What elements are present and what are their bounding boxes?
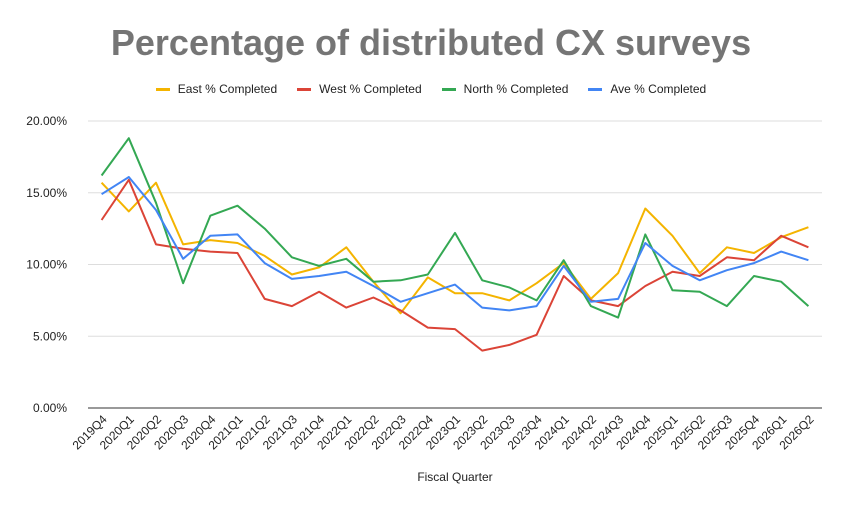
legend-swatch-west	[297, 87, 312, 91]
legend-item-east[interactable]: East % Completed	[155, 82, 278, 96]
y-tick-label: 10.00%	[26, 258, 67, 272]
x-axis-ticks: 2019Q42020Q12020Q22020Q32020Q42021Q12021…	[70, 412, 817, 452]
series-lines	[100, 137, 810, 352]
legend-label-north: North % Completed	[463, 82, 569, 96]
legend-label-ave: Ave % Completed	[610, 82, 707, 96]
y-tick-label: 20.00%	[26, 114, 67, 128]
y-tick-label: 0.00%	[33, 401, 67, 415]
legend-item-ave[interactable]: Ave % Completed	[588, 82, 706, 96]
legend-swatch-east	[155, 87, 170, 91]
chart-title: Percentage of distributed CX surveys	[110, 22, 752, 63]
series-line-west[interactable]	[100, 178, 809, 352]
legend-label-east: East % Completed	[177, 82, 278, 96]
x-axis-label: Fiscal Quarter	[417, 470, 493, 484]
legend-swatch-north	[441, 87, 456, 91]
legend-item-north[interactable]: North % Completed	[441, 82, 569, 96]
legend-label-west: West % Completed	[319, 82, 422, 96]
series-line-ave[interactable]	[101, 176, 809, 312]
gridlines	[88, 120, 822, 409]
series-line-north[interactable]	[100, 137, 810, 319]
y-tick-label: 15.00%	[26, 186, 67, 200]
legend-item-west[interactable]: West % Completed	[297, 82, 422, 96]
series-line-east[interactable]	[100, 181, 809, 315]
y-axis-ticks: 0.00% 5.00% 10.00% 15.00% 20.00%	[26, 114, 67, 415]
legend-swatch-ave	[588, 87, 603, 91]
legend: East % Completed West % Completed North …	[0, 82, 862, 96]
y-tick-label: 5.00%	[33, 329, 67, 343]
